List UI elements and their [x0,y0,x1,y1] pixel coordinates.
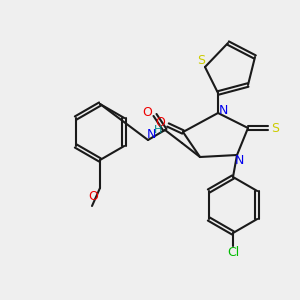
Text: H: H [154,125,162,135]
Text: N: N [146,128,156,140]
Text: S: S [271,122,279,134]
Text: N: N [218,103,228,116]
Text: O: O [88,190,98,202]
Text: Cl: Cl [227,247,239,260]
Text: O: O [155,116,165,130]
Text: N: N [234,154,244,166]
Text: O: O [142,106,152,119]
Text: S: S [197,55,205,68]
